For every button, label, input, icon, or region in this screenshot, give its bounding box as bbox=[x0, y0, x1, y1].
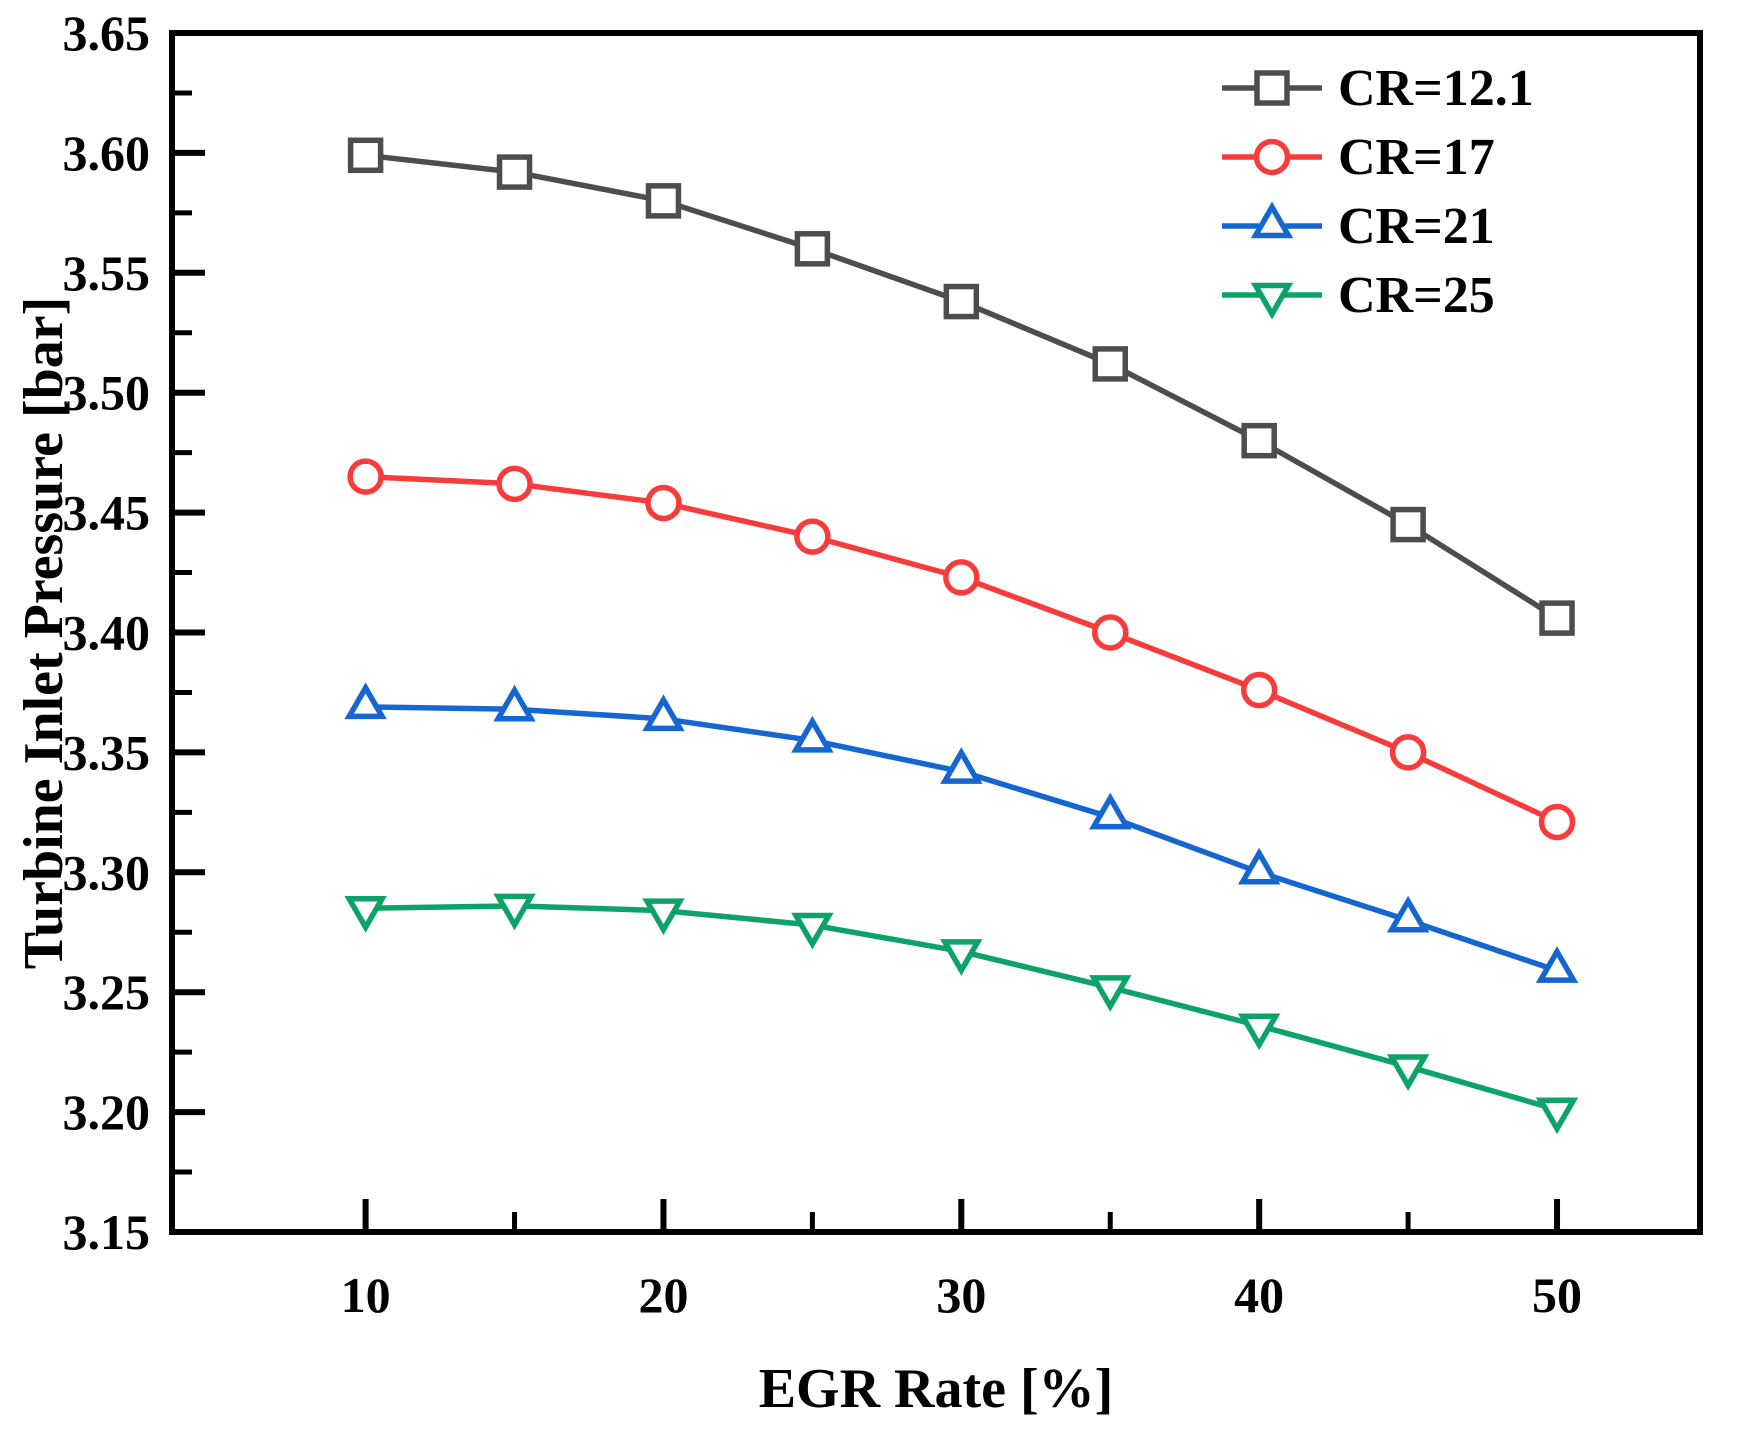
data-point-marker bbox=[940, 747, 983, 784]
data-point-marker bbox=[794, 518, 831, 555]
data-point-marker bbox=[645, 183, 682, 219]
series-cr-21 bbox=[344, 682, 1579, 983]
x-tick-label: 10 bbox=[341, 1267, 391, 1323]
series-cr-12-1 bbox=[347, 137, 1575, 636]
data-point-marker bbox=[1250, 201, 1294, 239]
y-tick-label: 3.20 bbox=[63, 1084, 151, 1140]
data-point-marker bbox=[1539, 600, 1575, 636]
data-point-marker bbox=[1237, 847, 1281, 885]
data-point-marker bbox=[943, 559, 980, 596]
legend-item: CR=25 bbox=[1222, 267, 1495, 324]
legend-label: CR=25 bbox=[1338, 267, 1495, 324]
x-axis-ticks bbox=[362, 1199, 1561, 1229]
data-point-marker bbox=[1386, 1054, 1430, 1092]
y-tick-label: 3.25 bbox=[63, 964, 151, 1020]
data-point-marker bbox=[1237, 1013, 1281, 1051]
data-point-marker bbox=[642, 898, 685, 936]
legend: CR=12.1 CR=17 CR=21 CR=25 bbox=[1222, 60, 1534, 324]
data-point-marker bbox=[1089, 975, 1132, 1012]
plot-border bbox=[169, 30, 1703, 1235]
data-point-marker bbox=[347, 137, 384, 174]
data-point-marker bbox=[496, 465, 533, 503]
legend-label: CR=17 bbox=[1338, 129, 1495, 186]
plot-frame bbox=[169, 30, 1703, 1235]
x-axis-tick-labels: 10 20 30 40 50 bbox=[341, 1267, 1582, 1323]
data-point-marker bbox=[1240, 671, 1278, 709]
data-point-marker bbox=[645, 484, 682, 522]
data-point-marker bbox=[1254, 70, 1290, 106]
y-tick-label: 3.45 bbox=[63, 485, 151, 541]
data-point-marker bbox=[791, 912, 834, 950]
data-point-marker bbox=[1390, 506, 1426, 543]
data-point-marker bbox=[1535, 946, 1579, 983]
data-point-marker bbox=[1089, 792, 1132, 830]
series-group bbox=[344, 137, 1579, 1135]
y-tick-label: 3.35 bbox=[63, 724, 151, 780]
data-point-marker bbox=[794, 231, 831, 267]
y-tick-label: 3.65 bbox=[63, 5, 151, 61]
data-point-marker bbox=[940, 939, 983, 976]
data-point-marker bbox=[1091, 614, 1129, 651]
legend-item: CR=17 bbox=[1222, 129, 1495, 186]
y-axis-tick-labels: 3.15 3.20 3.25 3.30 3.35 3.40 3.45 3.50 3.55 3.60… bbox=[63, 5, 151, 1260]
series-line bbox=[365, 903, 1558, 1113]
legend-item: CR=21 bbox=[1222, 198, 1495, 255]
x-tick-label: 20 bbox=[638, 1267, 688, 1323]
series-line bbox=[365, 704, 1558, 974]
x-tick-label: 50 bbox=[1532, 1267, 1582, 1323]
data-point-marker bbox=[1389, 734, 1427, 771]
data-point-marker bbox=[344, 896, 387, 933]
data-point-marker bbox=[1386, 895, 1430, 933]
legend-label: CR=21 bbox=[1338, 198, 1495, 255]
legend-item: CR=12.1 bbox=[1222, 60, 1534, 117]
x-axis-title: EGR Rate [%] bbox=[759, 1358, 1114, 1420]
series-cr-17 bbox=[347, 458, 1576, 841]
data-point-marker bbox=[1538, 803, 1576, 841]
data-point-marker bbox=[1092, 346, 1128, 382]
y-tick-label: 3.40 bbox=[63, 605, 151, 661]
y-tick-label: 3.15 bbox=[63, 1204, 151, 1260]
data-point-marker bbox=[943, 283, 980, 320]
y-axis-ticks bbox=[175, 30, 205, 1235]
data-point-marker bbox=[496, 154, 533, 190]
x-tick-label: 30 bbox=[936, 1267, 986, 1323]
data-point-marker bbox=[493, 893, 536, 931]
legend-label: CR=12.1 bbox=[1338, 60, 1534, 117]
x-tick-label: 40 bbox=[1234, 1267, 1284, 1323]
data-point-marker bbox=[493, 684, 536, 722]
series-cr-25 bbox=[344, 893, 1579, 1135]
data-point-marker bbox=[347, 458, 384, 495]
data-point-marker bbox=[344, 682, 387, 720]
data-point-marker bbox=[1535, 1097, 1579, 1135]
y-tick-label: 3.55 bbox=[63, 245, 151, 301]
data-point-marker bbox=[791, 715, 834, 753]
y-tick-label: 3.60 bbox=[63, 125, 151, 181]
y-tick-label: 3.30 bbox=[63, 844, 151, 900]
data-point-marker bbox=[1241, 422, 1277, 459]
data-point-marker bbox=[1253, 138, 1291, 176]
data-point-marker bbox=[642, 694, 685, 732]
y-axis-title: Turbine Inlet Pressure [bar] bbox=[13, 297, 75, 970]
data-point-marker bbox=[1250, 282, 1294, 320]
y-tick-label: 3.50 bbox=[63, 365, 151, 421]
